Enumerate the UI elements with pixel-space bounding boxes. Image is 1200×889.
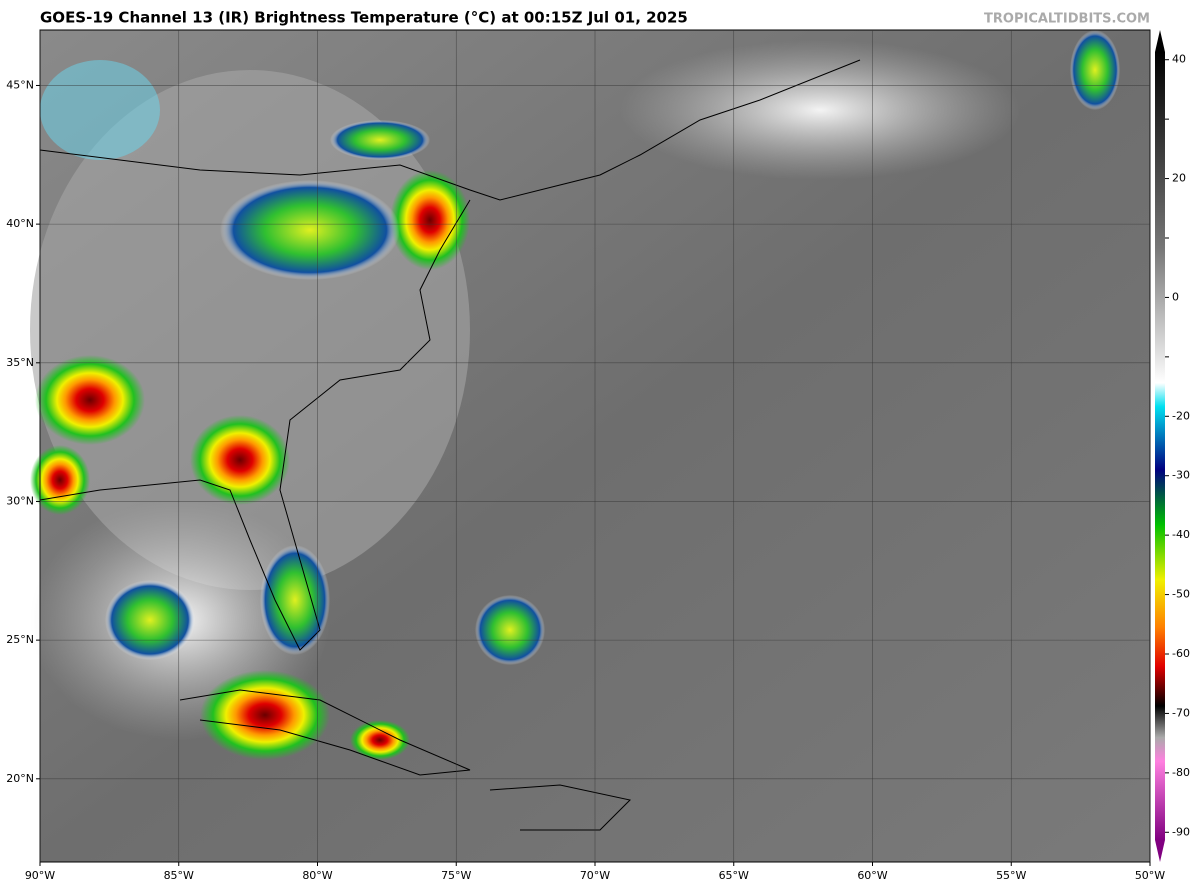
lon-label: 60°W — [857, 869, 887, 882]
colorbar-label: -70 — [1172, 706, 1190, 719]
title: GOES-19 Channel 13 (IR) Brightness Tempe… — [40, 9, 688, 27]
lat-label: 35°N — [6, 356, 34, 369]
lon-label: 80°W — [302, 869, 332, 882]
lon-label: 70°W — [580, 869, 610, 882]
colorbar-label: 0 — [1172, 290, 1179, 303]
lon-label: 50°W — [1135, 869, 1165, 882]
colorbar-label: -80 — [1172, 766, 1190, 779]
lat-label: 25°N — [6, 633, 34, 646]
colorbar-label: -60 — [1172, 647, 1190, 660]
lon-label: 55°W — [996, 869, 1026, 882]
lat-label: 45°N — [6, 78, 34, 91]
lat-label: 20°N — [6, 772, 34, 785]
lon-label: 75°W — [441, 869, 471, 882]
colorbar-label: -50 — [1172, 588, 1190, 601]
lon-label: 90°W — [25, 869, 55, 882]
colorbar-bottom — [1155, 840, 1165, 862]
colorbar-label: -90 — [1172, 825, 1190, 838]
lon-label: 65°W — [719, 869, 749, 882]
lat-label: 30°N — [6, 494, 34, 507]
colorbar — [1155, 52, 1165, 840]
colorbar-label: 20 — [1172, 172, 1186, 185]
lat-label: 40°N — [6, 217, 34, 230]
credit: TROPICALTIDBITS.COM — [984, 12, 1150, 27]
colorbar-label: -40 — [1172, 528, 1190, 541]
colorbar-label: 40 — [1172, 53, 1186, 66]
lon-label: 85°W — [164, 869, 194, 882]
satellite-image — [30, 30, 1150, 862]
colorbar-top — [1155, 30, 1165, 52]
colorbar-label: -20 — [1172, 409, 1190, 422]
colorbar-label: -30 — [1172, 469, 1190, 482]
